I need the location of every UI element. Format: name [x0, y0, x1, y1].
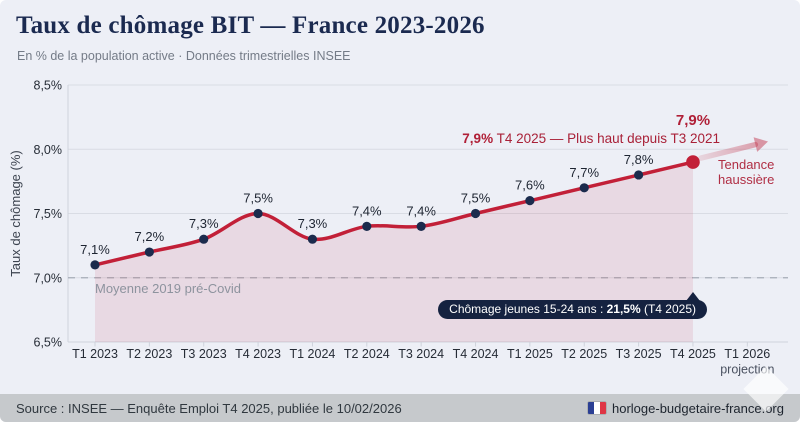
footer-site-label: horloge-budgetaire-france.org: [612, 400, 784, 416]
footer-site-link[interactable]: horloge-budgetaire-france.org: [588, 401, 784, 416]
svg-text:T1 2026: T1 2026: [724, 347, 770, 361]
svg-text:7,4%: 7,4%: [406, 203, 436, 218]
svg-text:T1 2023: T1 2023: [72, 347, 118, 361]
svg-text:T1 2024: T1 2024: [290, 347, 336, 361]
badge-value: 21,5%: [606, 302, 641, 316]
svg-text:7,1%: 7,1%: [80, 242, 110, 257]
peak-value-label: 7,9%: [675, 112, 711, 129]
svg-text:T3 2023: T3 2023: [181, 347, 227, 361]
svg-text:T2 2024: T2 2024: [344, 347, 390, 361]
x-axis-ticks: [94, 342, 748, 347]
badge-suffix: (T4 2025): [640, 302, 696, 316]
svg-text:7,4%: 7,4%: [352, 203, 382, 218]
footer-bar: Source : INSEE — Enquête Emploi T4 2025,…: [0, 394, 800, 422]
svg-text:6,5%: 6,5%: [34, 336, 63, 350]
reference-line-label: Moyenne 2019 pré-Covid: [95, 281, 241, 296]
y-axis-title: Taux de chômage (%): [8, 150, 23, 276]
svg-text:7,3%: 7,3%: [298, 216, 328, 231]
svg-text:8,0%: 8,0%: [34, 143, 63, 157]
x-axis-labels: T1 2023 T2 2023 T3 2023 T4 2023 T1 2024 T2 20…: [72, 347, 774, 377]
peak-annotation: 7,9% T4 2025 — Plus haut depuis T3 2021: [462, 131, 720, 146]
page-title: Taux de chômage BIT — France 2023-2026: [16, 12, 485, 39]
y-axis-labels: 6,5% 7,0% 7,5% 8,0% 8,5%: [34, 79, 63, 350]
trend-arrow-head: [753, 137, 768, 152]
series-area: [95, 162, 693, 342]
svg-text:7,7%: 7,7%: [569, 165, 599, 180]
peak-annotation-value: 7,9%: [462, 131, 494, 146]
svg-text:T4 2024: T4 2024: [453, 347, 499, 361]
svg-text:T4 2023: T4 2023: [235, 347, 281, 361]
svg-text:7,0%: 7,0%: [34, 271, 63, 285]
svg-text:7,5%: 7,5%: [34, 207, 63, 221]
svg-text:7,2%: 7,2%: [135, 229, 165, 244]
footer-source: Source : INSEE — Enquête Emploi T4 2025,…: [16, 400, 402, 416]
badge-prefix: Chômage jeunes 15-24 ans :: [449, 302, 607, 316]
point-labels: 7,1% 7,2% 7,3% 7,5% 7,3% 7,4% 7,4% 7,5% 7,6% 7,7%…: [80, 152, 654, 257]
french-flag-icon: [588, 402, 606, 414]
svg-text:T3 2024: T3 2024: [398, 347, 444, 361]
svg-text:7,8%: 7,8%: [624, 152, 654, 167]
svg-text:T4 2025: T4 2025: [670, 347, 716, 361]
svg-text:T2 2025: T2 2025: [561, 347, 607, 361]
svg-text:T3 2025: T3 2025: [616, 347, 662, 361]
svg-text:7,5%: 7,5%: [243, 191, 273, 206]
peak-annotation-text: T4 2025 — Plus haut depuis T3 2021: [493, 131, 720, 146]
page-subtitle: En % de la population active · Données t…: [17, 49, 351, 63]
svg-text:7,6%: 7,6%: [515, 178, 545, 193]
trend-arrow-shaft: [698, 141, 759, 161]
trend-label: Tendance haussière: [718, 157, 775, 188]
svg-text:T2 2023: T2 2023: [126, 347, 172, 361]
svg-text:8,5%: 8,5%: [34, 79, 63, 93]
svg-text:7,3%: 7,3%: [189, 216, 219, 231]
badge-caret-icon: [686, 292, 700, 301]
svg-text:T1 2025: T1 2025: [507, 347, 553, 361]
svg-text:7,5%: 7,5%: [461, 191, 491, 206]
data-points: [90, 155, 700, 270]
youth-unemployment-badge: Chômage jeunes 15-24 ans : 21,5% (T4 202…: [438, 300, 707, 319]
